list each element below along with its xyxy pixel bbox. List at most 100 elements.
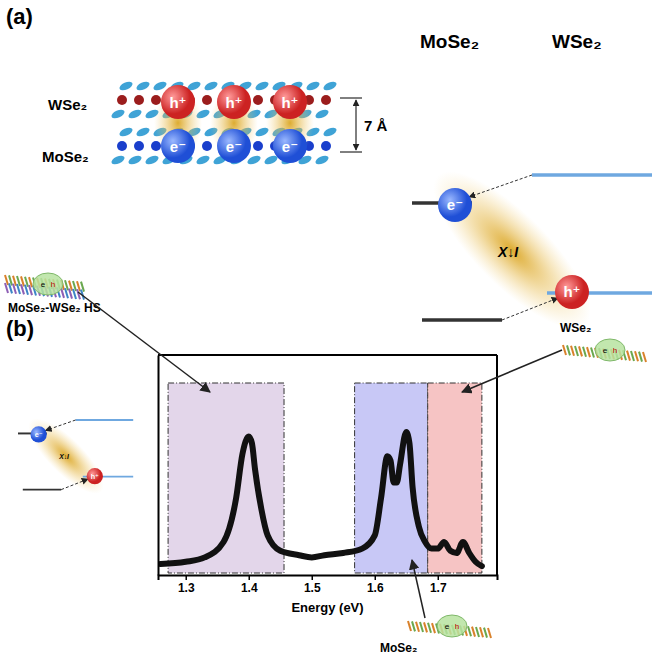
se-atom — [314, 154, 330, 166]
w-atom — [134, 95, 144, 105]
layer-stripe — [488, 628, 491, 638]
exciton-label: X↓I — [58, 453, 69, 460]
frame — [158, 354, 497, 356]
mini-label: e — [603, 346, 608, 355]
layer-stripe — [29, 285, 32, 295]
tick: 1.4 — [241, 575, 258, 595]
layer-stripe — [432, 623, 435, 633]
layer-stripe — [587, 347, 590, 357]
tick: 1.6 — [367, 575, 384, 595]
tick-mark — [185, 575, 187, 580]
electron-label: e⁻ — [282, 138, 298, 155]
se-atom — [152, 80, 168, 92]
regions — [168, 383, 482, 573]
spacing-bracket — [340, 98, 362, 152]
se-atom — [118, 80, 134, 92]
spacing-label: 7 Å — [364, 117, 388, 134]
w-atom — [253, 95, 263, 105]
layer-stripe — [420, 622, 423, 632]
mose2-vb — [23, 489, 61, 491]
layer-stripe — [579, 346, 582, 356]
hole — [87, 468, 103, 484]
mo-atom — [202, 141, 212, 151]
wse2-cb — [532, 173, 652, 177]
pointer-arrow — [78, 292, 210, 392]
layer-stripe — [408, 621, 411, 631]
layer-stripe — [583, 347, 586, 357]
layer-label: MoSe₂ — [42, 148, 89, 165]
layer-stripe — [571, 346, 574, 356]
electron — [217, 129, 251, 163]
tick: 1.3 — [178, 575, 195, 595]
layer-stripe — [567, 345, 570, 355]
bracket-line — [340, 98, 362, 99]
layer-stripe — [591, 347, 594, 357]
exciton-glow — [412, 150, 611, 349]
tick-label: 1.3 — [178, 581, 195, 595]
tick-mark — [438, 575, 440, 580]
w-atom — [117, 95, 127, 105]
panel-letter: (b) — [6, 316, 34, 341]
mo-atom — [321, 141, 331, 151]
mini-label: h — [613, 346, 617, 355]
layer-stripe — [412, 621, 415, 631]
mini-label: e — [41, 280, 46, 289]
se-atom — [322, 80, 338, 92]
electron-label: e⁻ — [35, 430, 43, 439]
exciton-blob — [33, 273, 63, 295]
exciton-blob — [595, 339, 625, 361]
electron-label: e⁻ — [170, 138, 186, 155]
layer-stripe — [476, 627, 479, 637]
hole — [161, 85, 195, 119]
mo-atom — [117, 141, 127, 151]
band-label: WSe₂ — [552, 31, 602, 52]
se-atom — [246, 154, 262, 166]
hole-label: h⁺ — [169, 94, 186, 111]
wse2-cb — [76, 419, 134, 421]
axis-line — [158, 356, 160, 576]
layer-stripe — [643, 352, 646, 362]
region-label: WSe₂ — [560, 321, 591, 335]
se-atom — [127, 108, 143, 120]
tick-mark — [248, 575, 250, 580]
layer-stripe — [635, 351, 638, 361]
se-atom — [110, 154, 126, 166]
crystal: h⁺e⁻h⁺e⁻h⁺e⁻ — [110, 80, 338, 166]
se-atom — [118, 126, 134, 138]
transfer-arrow — [502, 298, 558, 320]
se-atom — [144, 154, 160, 166]
layer-stripe — [5, 283, 8, 293]
hole-label: h⁺ — [91, 472, 99, 481]
tick-label: 1.4 — [241, 581, 258, 595]
layer-stripe — [424, 622, 427, 632]
se-atom — [203, 80, 219, 92]
region — [168, 383, 284, 573]
layer-stripe — [65, 288, 68, 298]
se-atom — [254, 80, 270, 92]
tick-mark — [375, 575, 377, 580]
tick-label: 1.7 — [430, 581, 447, 595]
w-atom — [202, 95, 212, 105]
layer-stripe — [13, 284, 16, 294]
se-atom — [305, 80, 321, 92]
tick: 1.5 — [304, 575, 321, 595]
hole-label: h⁺ — [281, 94, 298, 111]
layer-stripe — [69, 289, 72, 299]
mo-atom — [253, 141, 263, 151]
w-atom — [321, 95, 331, 105]
band-label: MoSe₂ — [420, 31, 479, 52]
region-label: MoSe₂-WSe₂ HS — [8, 301, 101, 315]
transfer-arrow — [469, 175, 532, 197]
layer-stripe — [472, 627, 475, 637]
tick-label: 1.5 — [304, 581, 321, 595]
y-axis — [158, 356, 159, 576]
pointer-arrow — [462, 350, 562, 392]
figure: (a)h⁺e⁻h⁺e⁻h⁺e⁻WSe₂MoSe₂7 Åe⁻h⁺X↓IMoSe₂W… — [0, 0, 657, 658]
layer-stripe — [25, 285, 28, 295]
layer-stripe — [631, 351, 634, 361]
x-axis: 1.3 1.4 1.5 1.6 1.7 — [159, 575, 498, 595]
mo-atom — [134, 141, 144, 151]
transfer-arrow — [61, 479, 88, 490]
mini-label: h — [455, 622, 459, 631]
exciton-glow — [18, 408, 114, 504]
